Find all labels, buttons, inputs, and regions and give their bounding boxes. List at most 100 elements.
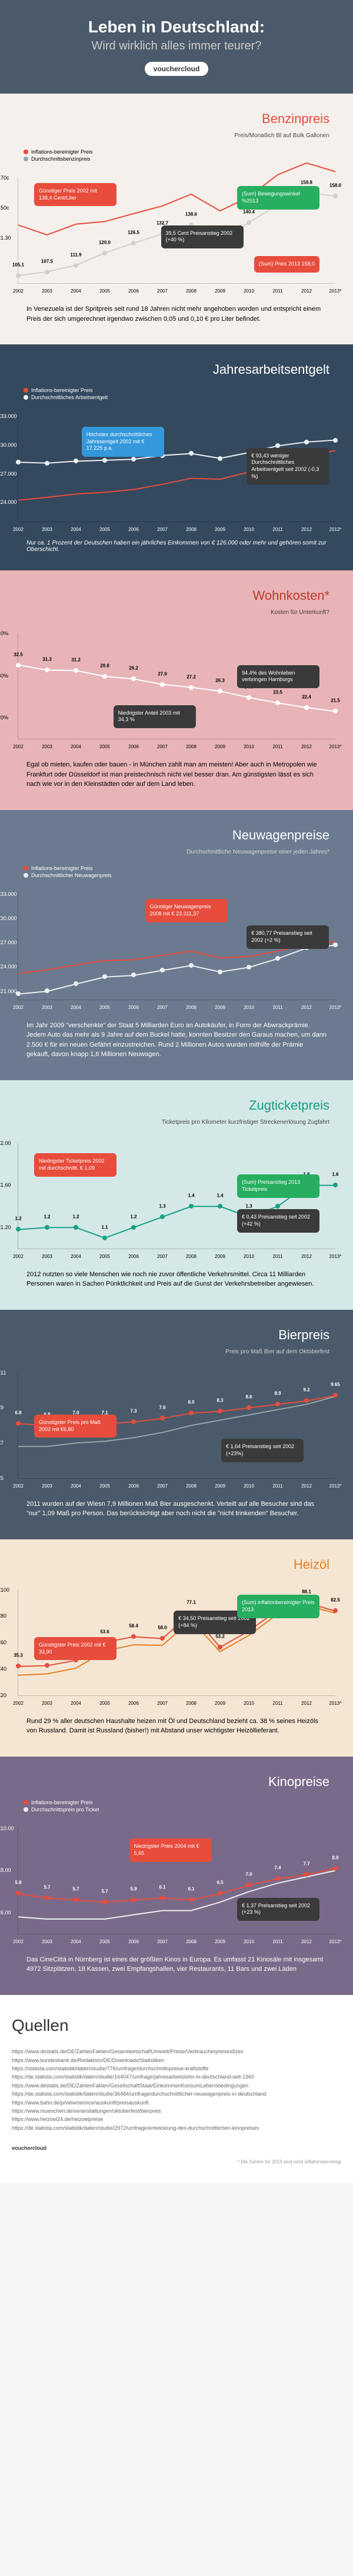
y-tick: €20 <box>0 1692 6 1698</box>
section-title: Zugticketpreis <box>12 1092 341 1119</box>
y-tick: €6.00 <box>0 1910 11 1916</box>
x-tick: 2013* <box>329 288 342 294</box>
source-item: https://www.destatis.de/DE/ZahlenFakten/… <box>12 2047 341 2056</box>
x-tick: 2005 <box>99 1701 110 1706</box>
data-point <box>16 460 21 464</box>
data-point <box>218 1409 222 1413</box>
point-label: 1.4 <box>188 1193 194 1198</box>
chart: 40%30%20%2002200320042005200620072008200… <box>18 633 335 739</box>
y-tick: €1.30 <box>0 235 11 241</box>
section-zug: ZugticketpreisTicketpreis pro Kilometer … <box>0 1080 353 1310</box>
x-tick: 2008 <box>186 1254 197 1259</box>
data-point <box>16 273 21 278</box>
description: 2012 nutzten so viele Menschen wie noch … <box>12 1261 341 1298</box>
x-tick: 2010 <box>244 1254 254 1259</box>
y-tick: €33.000 <box>0 413 17 419</box>
y-tick: €24.000 <box>0 964 17 970</box>
legend-label: Durchschnittlicher Neuwagenpreis <box>31 872 112 878</box>
legend-dot <box>24 395 28 400</box>
data-point <box>218 1891 222 1896</box>
y-tick: €60 <box>0 1639 6 1645</box>
data-point <box>45 1225 49 1230</box>
data-point <box>218 456 222 461</box>
legend-dot <box>24 866 28 871</box>
x-tick: 2012 <box>301 1701 312 1706</box>
data-point <box>131 241 136 245</box>
x-tick: 2009 <box>215 1483 225 1489</box>
data-point <box>45 1663 49 1668</box>
x-tick: 2005 <box>99 1939 110 1944</box>
chart: €2.00€1.60€1.202002200320042005200620072… <box>18 1143 335 1249</box>
legend-item: Durchschnittliches Arbeitsentgelt <box>24 394 329 400</box>
y-tick: €10.00 <box>0 1825 14 1831</box>
data-point <box>304 440 309 444</box>
x-tick: 2003 <box>42 288 52 294</box>
annotation-bubble: € 0,43 Preisanstieg seit 2002 (+42 %) <box>237 1209 319 1232</box>
section-kino: KinopreiseInflations-bereinigter PreisDu… <box>0 1757 353 1995</box>
legend-dot <box>24 157 28 161</box>
data-point <box>16 1664 21 1668</box>
data-point <box>304 1872 309 1877</box>
annotation-bubble: (Sum) inflationbereinigter Preis 2013 <box>237 1595 319 1618</box>
y-tick: €7 <box>0 1440 4 1446</box>
point-label: 105.1 <box>12 262 24 267</box>
data-point <box>45 1896 49 1900</box>
y-tick: €27.000 <box>0 471 17 477</box>
data-point <box>333 1393 338 1397</box>
point-label: 29.2 <box>129 666 138 671</box>
annotation-bubble: € 1,37 Preisanstieg seit 2002 (+23 %) <box>237 1898 319 1921</box>
section-wohn: Wohnkosten*Kosten für Unterkunft?40%30%2… <box>0 570 353 810</box>
point-label: 35.3 <box>14 1653 23 1658</box>
point-label: 5.7 <box>72 1887 79 1892</box>
point-label: 1.2 <box>44 1214 50 1219</box>
point-label: 107.5 <box>41 258 53 264</box>
data-point <box>333 942 338 947</box>
data-point <box>102 974 107 979</box>
section-title: Neuwagenpreise <box>12 822 341 849</box>
x-tick: 2011 <box>272 1254 282 1259</box>
point-label: 53.2 <box>215 1634 225 1639</box>
point-label: 27.9 <box>158 671 167 676</box>
source-item: https://de.statista.com/statistik/daten/… <box>12 2124 341 2132</box>
x-tick: 2008 <box>186 1005 197 1010</box>
x-tick: 2013* <box>329 1483 342 1489</box>
x-tick: 2005 <box>99 527 110 532</box>
data-point <box>275 1402 280 1406</box>
point-label: 9.65 <box>331 1382 340 1387</box>
x-tick: 2008 <box>186 288 197 294</box>
x-tick: 2006 <box>128 1254 139 1259</box>
y-tick: €11 <box>0 1370 6 1376</box>
point-label: 21.5 <box>331 698 340 703</box>
data-point <box>333 194 338 198</box>
y-tick: €30.000 <box>0 915 17 921</box>
x-tick: 2004 <box>71 1701 81 1706</box>
y-tick: €5 <box>0 1475 4 1481</box>
data-point <box>160 1896 165 1900</box>
data-point <box>247 965 251 970</box>
x-tick: 2003 <box>42 1939 52 1944</box>
data-point <box>247 695 251 700</box>
annotation-bubble: € 93,43 weniger Durchschnittliches Arbei… <box>247 448 329 485</box>
data-point <box>218 970 222 974</box>
data-point <box>160 682 165 687</box>
point-label: 8.9 <box>274 1391 281 1396</box>
section-bier: BierpreisPreis pro Maß Bier auf dem Okto… <box>0 1310 353 1539</box>
data-point <box>160 1636 165 1641</box>
x-tick: 2012 <box>301 1483 312 1489</box>
x-tick: 2012 <box>301 288 312 294</box>
y-tick: €30.000 <box>0 442 17 448</box>
legend-item: Inflations-bereinigter Preis <box>24 149 329 155</box>
point-label: 8.0 <box>332 1855 338 1860</box>
data-point <box>45 270 49 274</box>
data-point <box>333 1866 338 1871</box>
x-tick: 2008 <box>186 527 197 532</box>
legend-item: Durchschnittlicher Neuwagenpreis <box>24 872 329 878</box>
section-title: Wohnkosten* <box>12 582 341 609</box>
data-point <box>304 1398 309 1403</box>
annotation-bubble: Günstiger Preis 2002 mit 138,4 Cent/Lite… <box>34 183 116 206</box>
x-tick: 2007 <box>157 1483 168 1489</box>
point-label: 140.4 <box>243 209 255 214</box>
annotation-bubble: Günstigster Preis 2002 mit € 33,90 <box>34 1637 116 1660</box>
point-label: 5.9 <box>130 1887 136 1892</box>
data-point <box>131 972 136 977</box>
